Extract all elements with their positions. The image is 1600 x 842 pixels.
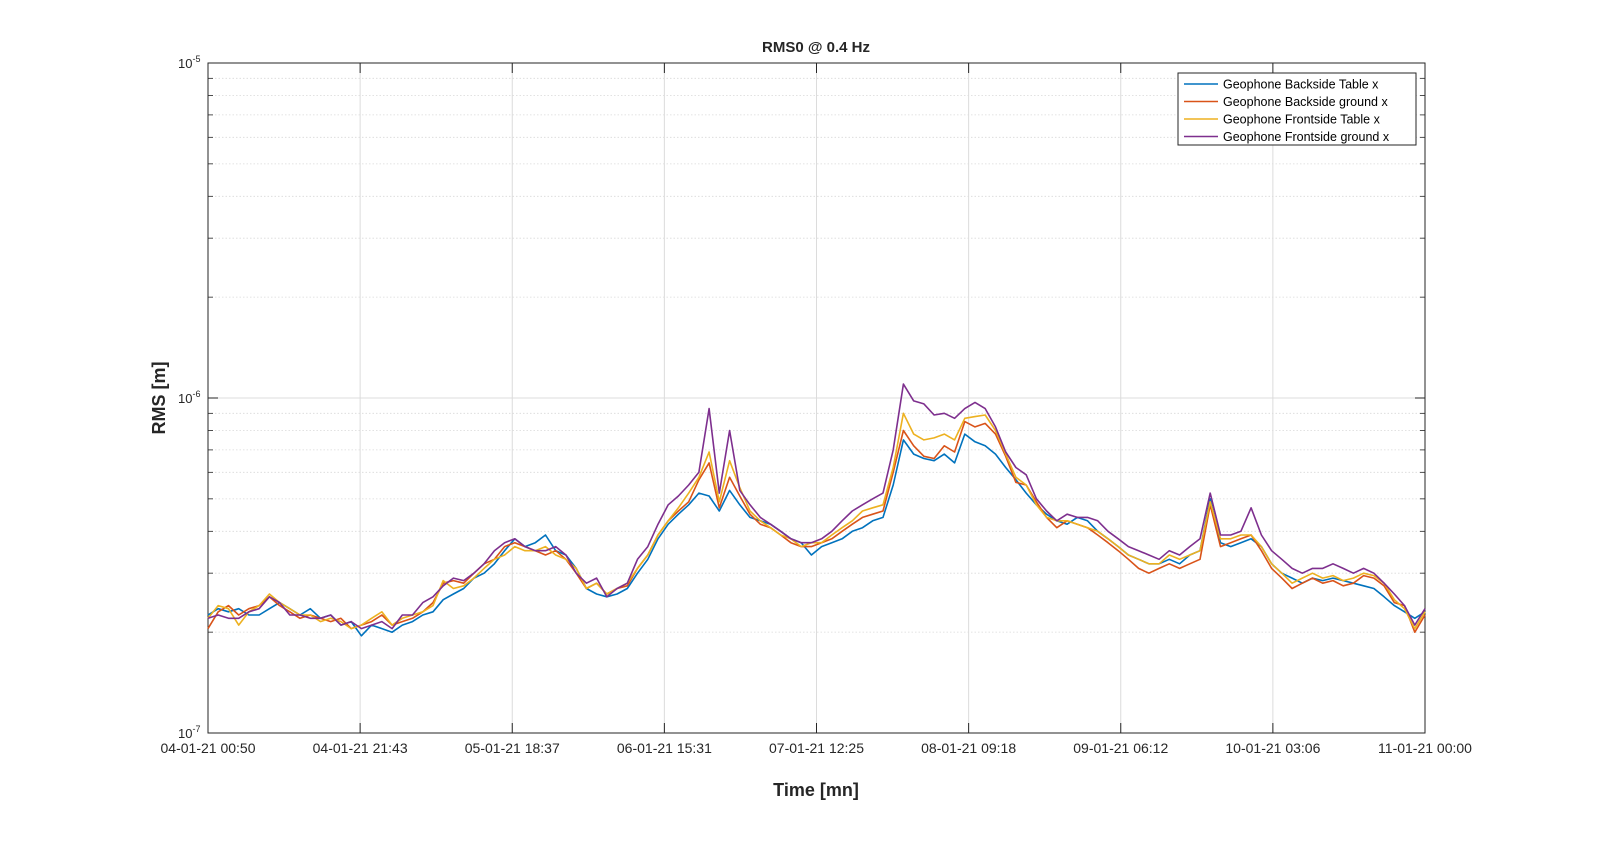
x-tick-label: 05-01-21 18:37 (465, 740, 560, 756)
x-tick-label: 09-01-21 06:12 (1073, 740, 1168, 756)
y-axis-label: RMS [m] (149, 362, 169, 435)
x-tick-label: 10-01-21 03:06 (1225, 740, 1320, 756)
legend-label-2: Geophone Backside ground x (1223, 95, 1388, 109)
legend-label-4: Geophone Frontside ground x (1223, 130, 1390, 144)
x-tick-label: 04-01-21 00:50 (161, 740, 256, 756)
chart-title: RMS0 @ 0.4 Hz (762, 39, 870, 56)
legend-label-3: Geophone Frontside Table x (1223, 113, 1381, 127)
series-line-1 (207, 433, 1426, 637)
x-tick-label: 11-01-21 00:00 (1378, 740, 1472, 756)
legend-box (1177, 72, 1417, 146)
x-tick-label: 04-01-21 21:43 (313, 740, 408, 756)
tick-marks (207, 62, 1426, 734)
y-tick-exponent: -6 (192, 389, 200, 399)
legend-label-1: Geophone Backside Table x (1223, 78, 1379, 92)
y-tick-exponent: -5 (192, 54, 200, 64)
x-tick-label: 08-01-21 09:18 (921, 740, 1016, 756)
x-tick-label: 06-01-21 15:31 (617, 740, 712, 756)
series-line-4 (207, 383, 1426, 630)
x-tick-labels: 04-01-21 00:50 04-01-21 21:43 05-01-21 18:… (161, 740, 1473, 756)
series-lines (207, 383, 1426, 637)
x-axis-label: Time [mn] (773, 780, 859, 800)
series-line-2 (207, 420, 1426, 634)
x-tick-label: 07-01-21 12:25 (769, 740, 864, 756)
y-tick-exponent: -7 (192, 724, 200, 734)
legend: Geophone Backside Table x Geophone Backsi… (1177, 72, 1417, 146)
